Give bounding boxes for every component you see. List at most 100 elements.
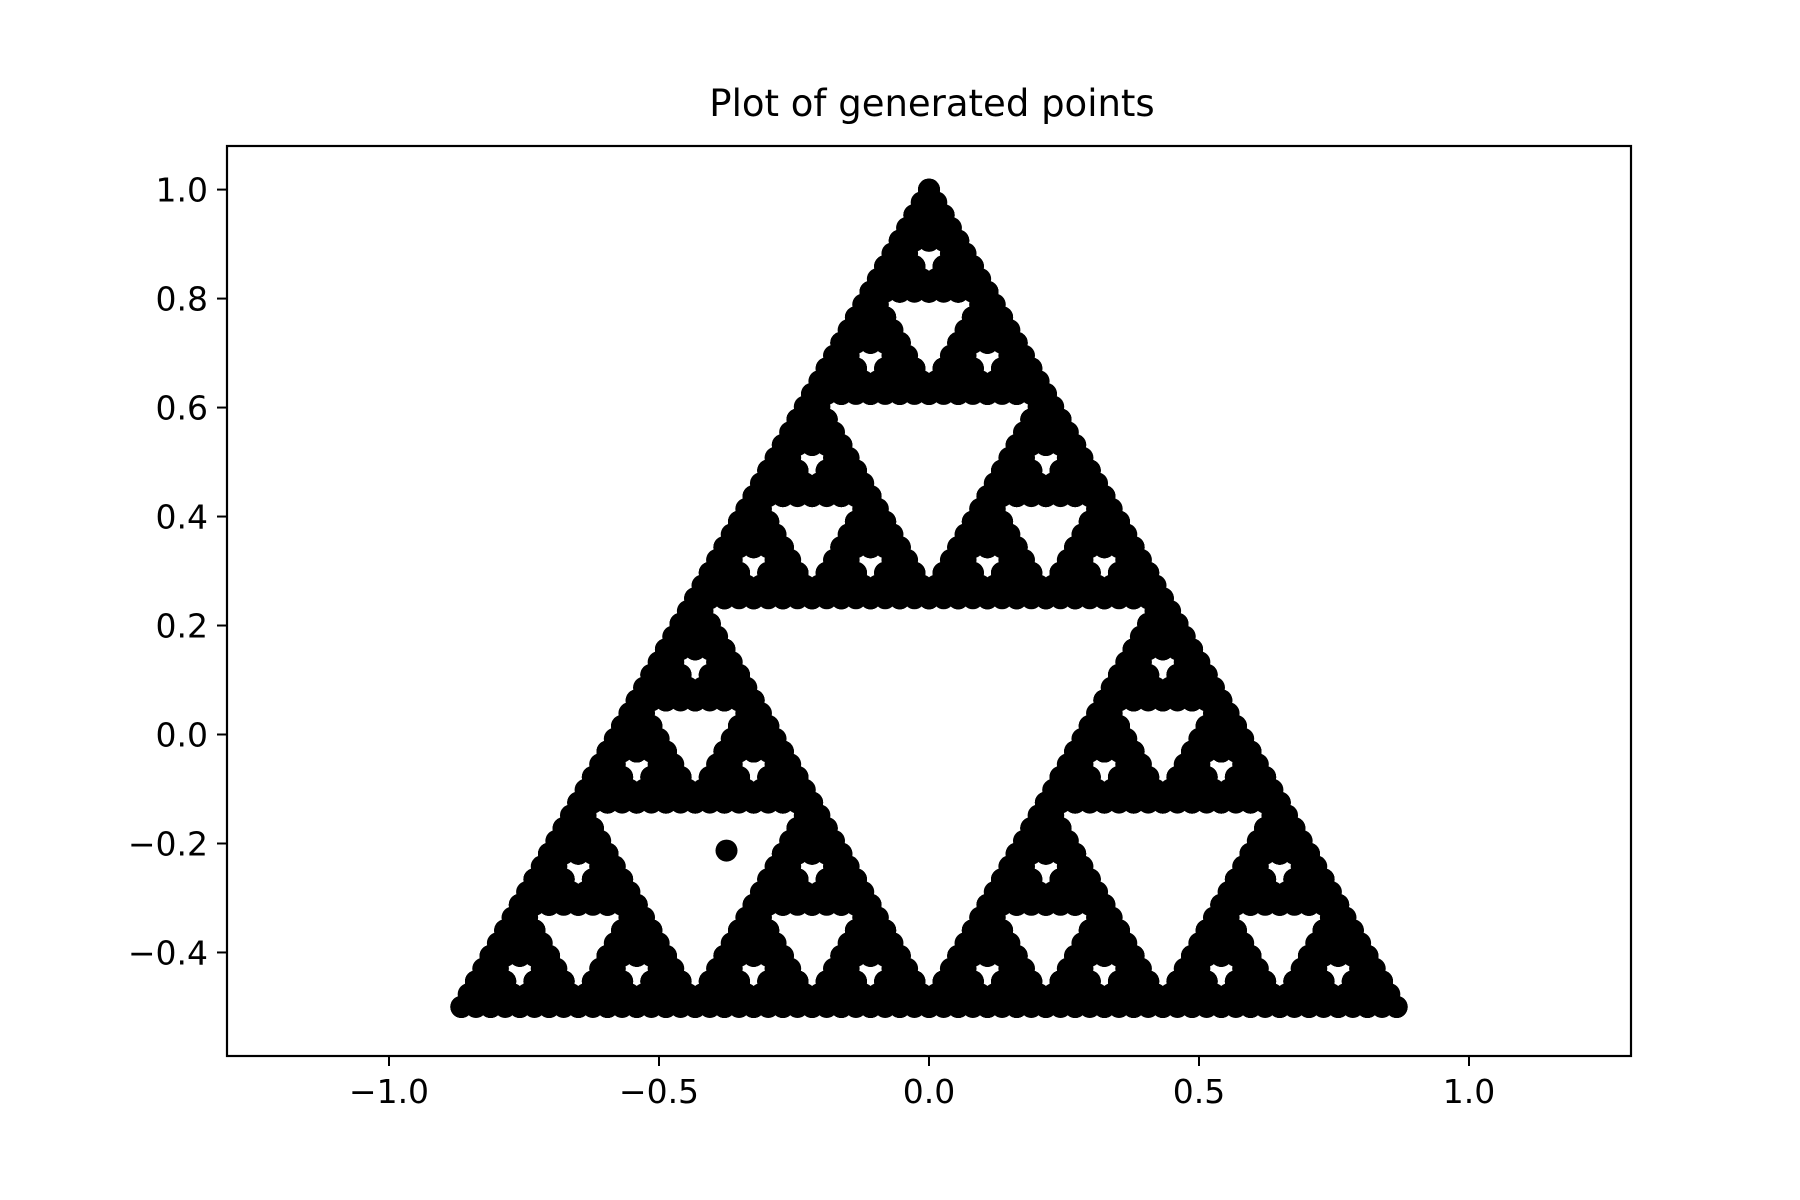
scatter-point <box>815 357 838 380</box>
scatter-point <box>494 919 517 942</box>
scatter-point <box>728 714 751 737</box>
scatter-point <box>1078 714 1101 737</box>
scatter-point <box>815 459 838 482</box>
scatter-point <box>728 919 751 942</box>
y-tick-label: 0.4 <box>156 498 208 537</box>
scatter-point <box>654 740 677 763</box>
scatter-point <box>976 280 999 303</box>
scatter-point <box>698 970 721 993</box>
scatter-point <box>728 561 751 584</box>
scatter-point <box>1078 970 1101 993</box>
scatter-point <box>1049 766 1072 789</box>
scatter-point <box>1254 868 1277 891</box>
scatter-point <box>1005 842 1028 865</box>
x-axis-ticks: −1.0 −0.5 0.0 0.5 1.0 <box>349 1056 1495 1111</box>
scatter-point <box>786 817 809 840</box>
scatter-point <box>771 842 794 865</box>
scatter-point <box>932 255 955 278</box>
x-tick-label: 1.0 <box>1443 1072 1495 1111</box>
scatter-point <box>742 689 765 712</box>
scatter-point <box>844 459 867 482</box>
scatter-point <box>684 587 707 610</box>
scatter-point <box>1195 766 1218 789</box>
scatter-point <box>757 459 780 482</box>
scatter-point <box>771 434 794 457</box>
scatter-point <box>669 766 692 789</box>
scatter-point <box>757 714 780 737</box>
y-tick-label: 1.0 <box>156 171 208 210</box>
scatter-point <box>1064 944 1087 967</box>
scatter-point <box>523 919 546 942</box>
scatter-point <box>1254 817 1277 840</box>
scatter-point <box>450 995 473 1018</box>
scatter-point <box>552 868 575 891</box>
scatter-point <box>1020 408 1043 431</box>
scatter-point <box>815 970 838 993</box>
y-tick-label: −0.4 <box>128 933 208 972</box>
scatter-point <box>991 919 1014 942</box>
scatter-point <box>947 536 970 559</box>
scatter-point <box>888 944 911 967</box>
scatter-point <box>698 766 721 789</box>
scatter-point <box>1341 919 1364 942</box>
scatter-point <box>567 791 590 814</box>
scatter-point <box>1137 970 1160 993</box>
scatter-point <box>538 842 561 865</box>
scatter-point <box>611 868 634 891</box>
scatter-point <box>844 357 867 380</box>
scatter-point <box>1005 331 1028 354</box>
scatter-point <box>1064 536 1087 559</box>
scatter-point <box>669 970 692 993</box>
scatter-point <box>961 255 984 278</box>
scatter-point <box>1224 919 1247 942</box>
scatter-point <box>786 766 809 789</box>
scatter-point <box>830 434 853 457</box>
scatter-point <box>1385 995 1408 1018</box>
x-tick-label: 0.0 <box>903 1072 955 1111</box>
scatter-point <box>698 561 721 584</box>
scatter-point <box>903 970 926 993</box>
scatter-point <box>1195 919 1218 942</box>
scatter-point <box>625 893 648 916</box>
scatter-point <box>976 485 999 508</box>
scatter-point <box>1254 766 1277 789</box>
scatter-point <box>947 944 970 967</box>
scatter-point <box>859 485 882 508</box>
scatter-point <box>1049 868 1072 891</box>
scatter-point <box>888 536 911 559</box>
scatter-point <box>1107 970 1130 993</box>
scatter-point <box>786 868 809 891</box>
scatter-point <box>874 306 897 329</box>
scatter-point <box>815 868 838 891</box>
scatter-point <box>961 510 984 533</box>
y-tick-label: −0.2 <box>128 824 208 863</box>
scatter-point <box>786 459 809 482</box>
scatter-point <box>742 485 765 508</box>
scatter-point <box>844 970 867 993</box>
scatter-point <box>728 970 751 993</box>
scatter-point <box>640 663 663 686</box>
scatter-point <box>1312 919 1335 942</box>
scatter-point <box>932 204 955 227</box>
scatter-point <box>1020 868 1043 891</box>
scatter-point <box>1020 459 1043 482</box>
scatter-point <box>1093 485 1116 508</box>
scatter-point <box>757 919 780 942</box>
scatter-point <box>961 970 984 993</box>
scatter-point <box>1078 868 1101 891</box>
scatter-point <box>961 561 984 584</box>
y-tick-label: 0.8 <box>156 280 208 319</box>
scatter-point <box>1239 944 1262 967</box>
scatter-point <box>874 255 897 278</box>
scatter-point <box>932 357 955 380</box>
scatter-point <box>715 839 738 862</box>
scatter-point <box>815 408 838 431</box>
scatter-point <box>859 280 882 303</box>
scatter-point <box>654 638 677 661</box>
scatter-point <box>1371 970 1394 993</box>
scatter-point <box>640 766 663 789</box>
scatter-point <box>1020 357 1043 380</box>
scatter-point <box>640 970 663 993</box>
scatter-point <box>1049 817 1072 840</box>
